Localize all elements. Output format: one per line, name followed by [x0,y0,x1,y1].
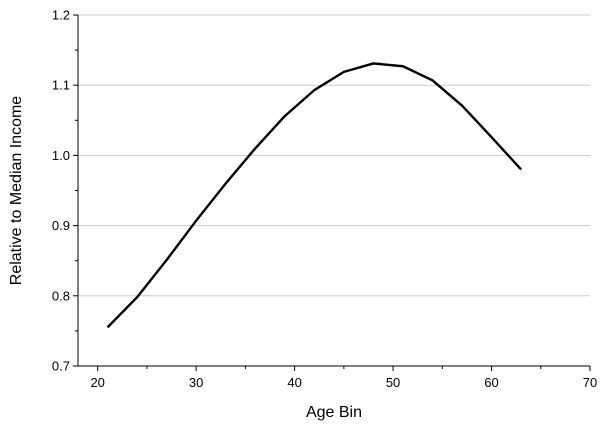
x-tick-label: 60 [484,375,498,390]
x-tick-label: 50 [386,375,400,390]
series-line [106,62,522,329]
y-tick-label: 0.9 [52,218,70,233]
y-tick-label: 1.2 [52,8,70,23]
gridlines [78,14,590,297]
x-tick-label: 40 [287,375,301,390]
x-axis-title: Age Bin [306,404,362,421]
y-tick-label: 0.8 [52,288,70,303]
y-tick-label: 0.7 [52,359,70,374]
x-tick-label: 70 [583,375,597,390]
series [106,62,522,329]
y-axis-title: Relative to Median Income [8,96,25,286]
y-tick-label: 1.0 [52,148,70,163]
ticks: 0.7 0.8 0.9 1.0 1.1 1.2 20 30 40 50 60 70 [52,8,597,391]
x-tick-label: 20 [90,375,104,390]
x-tick-label: 30 [189,375,203,390]
y-tick-label: 1.1 [52,78,70,93]
axes [77,15,590,367]
